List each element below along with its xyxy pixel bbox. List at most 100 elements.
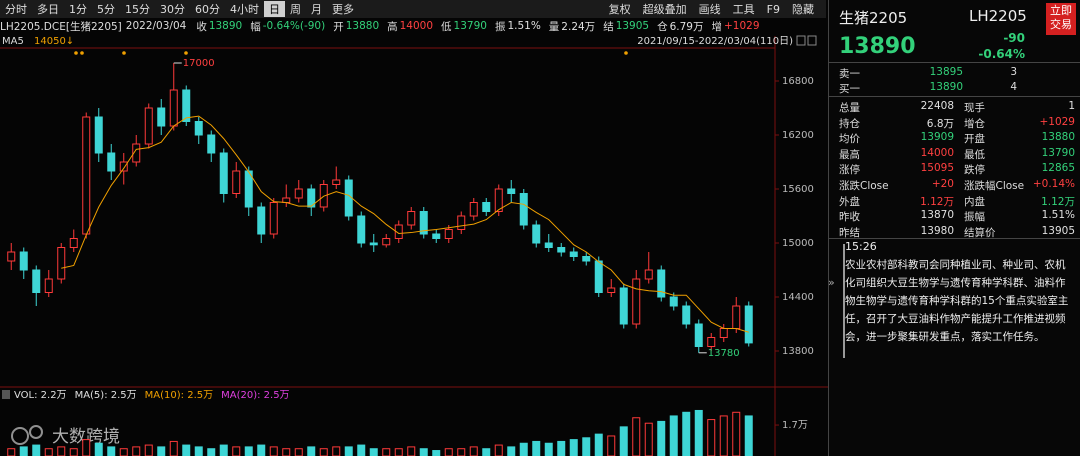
volume-bar (19, 446, 28, 456)
change: -90 (1003, 31, 1025, 45)
period-tab[interactable]: 周 (290, 3, 301, 16)
period-tab[interactable]: 多日 (37, 3, 59, 16)
news-marker (843, 244, 845, 358)
volume-bar (157, 446, 166, 456)
candle-body (57, 247, 66, 280)
volume-bar (469, 446, 478, 456)
candle-body (419, 211, 428, 235)
volume-bar (457, 448, 466, 456)
volume-legend: MA(10): 2.5万 (145, 390, 213, 401)
candle-body (707, 337, 716, 347)
candle-body (44, 278, 53, 293)
quote-value: 15095 (920, 162, 954, 175)
trade-button[interactable]: 立即交易 (1046, 3, 1076, 35)
volume-bar (357, 444, 366, 456)
volume-legend: VOL: 2.2万 (14, 390, 67, 401)
candle-body (169, 89, 178, 127)
quote-label: 最低 (964, 148, 985, 161)
date: 2022/03/04 (125, 20, 187, 32)
book-label: 卖一 (839, 68, 860, 80)
candle-body (294, 188, 303, 199)
volume-bar (632, 417, 641, 456)
ma5-line (61, 115, 749, 333)
info-value: 14000 (399, 20, 434, 32)
volume-bar (719, 415, 728, 456)
volume-bar (169, 440, 178, 456)
candle-body (669, 296, 678, 307)
y-tick-label: 16200 (782, 130, 814, 141)
candle-body (407, 211, 416, 226)
period-tab[interactable]: 月 (311, 3, 322, 16)
info-label: 振 (494, 20, 506, 33)
tool-button[interactable]: 隐藏 (792, 3, 814, 16)
candle-body (332, 179, 341, 185)
quote-value: +0.14% (1032, 178, 1075, 190)
quote-panel: 生猪2205 LH2205 立即交易 13890 -90 -0.64% » 15… (828, 0, 1080, 456)
quote-value: 6.8万 (926, 117, 954, 130)
volume-bar (219, 444, 228, 456)
period-tab[interactable]: 日 (264, 1, 285, 17)
quote-row: 均价 13909 开盘 13880 (837, 131, 1077, 147)
quote-row: 昨收 13870 振幅 1.51% (837, 209, 1077, 225)
y-tick-label: 15600 (782, 184, 814, 195)
quote-label: 涨跌Close (839, 180, 889, 192)
candle-body (719, 328, 728, 338)
collapse-icon[interactable]: » (828, 276, 835, 289)
help-icon[interactable] (2, 390, 10, 399)
volume-bar (244, 446, 253, 456)
volume-bar (544, 442, 553, 456)
quote-label: 增仓 (964, 117, 985, 130)
quote-row: 涨跌Close +20 涨跌幅Close +0.14% (837, 178, 1077, 194)
info-value: 2.24万 (561, 20, 596, 33)
quote-label: 昨结 (839, 226, 860, 239)
quote-label: 外盘 (839, 195, 860, 208)
candle-body (369, 242, 378, 246)
volume-bar (669, 415, 678, 456)
period-tab[interactable]: 更多 (332, 3, 354, 16)
volume-bar (294, 448, 303, 456)
news: 15:26 农业农村部科教司会同种植业司、种业司、农机化司组织大豆生物学与遗传育… (845, 240, 1075, 346)
period-tab[interactable]: 4小时 (230, 3, 259, 16)
volume-bar (344, 446, 353, 456)
info-label: 结 (603, 20, 614, 33)
period-tab[interactable]: 60分 (195, 3, 220, 16)
info-label: 高 (387, 20, 398, 33)
quote-value: 1.12万 (1041, 195, 1075, 208)
candle-body (32, 269, 41, 293)
period-tab[interactable]: 5分 (97, 3, 115, 16)
volume-bar (382, 448, 391, 456)
volume-bar (307, 446, 316, 456)
candle-body (469, 202, 478, 217)
period-tab[interactable]: 1分 (69, 3, 87, 16)
quote-value: 1.12万 (920, 195, 954, 208)
volume-bar (319, 448, 328, 456)
volume-bar (444, 448, 453, 456)
candle-body (7, 251, 16, 262)
candle-body (694, 323, 703, 347)
quote-label: 总量 (839, 102, 860, 114)
tool-button[interactable]: F9 (766, 2, 780, 16)
tool-button[interactable]: 画线 (698, 3, 721, 16)
news-time: 15:26 (845, 240, 877, 253)
volume-bar (519, 442, 528, 456)
tool-button[interactable]: 超级叠加 (642, 3, 687, 16)
ma-name: MA5 (2, 36, 24, 47)
quote-label: 昨收 (839, 211, 860, 224)
period-tab[interactable]: 15分 (125, 3, 150, 16)
tool-button[interactable]: 工具 (732, 3, 755, 16)
volume-bar (657, 420, 666, 456)
instrument-name: 生猪2205 (839, 9, 908, 27)
info-bar: LH2205.DCE[生猪2205] 2022/03/04 收 13890 幅 -0.… (0, 18, 826, 34)
range-button[interactable] (807, 35, 817, 46)
candle-body (19, 251, 28, 271)
candle-body (494, 188, 503, 212)
range-button[interactable] (796, 35, 806, 46)
period-tab[interactable]: 分时 (5, 3, 27, 16)
candle-body (269, 202, 278, 235)
quote-value: +1029 (1039, 115, 1075, 128)
candle-body (219, 152, 228, 194)
tool-button[interactable]: 复权 (608, 3, 631, 16)
quote-label: 开盘 (964, 133, 985, 146)
period-tab[interactable]: 30分 (160, 3, 185, 16)
quote-label: 持仓 (839, 117, 860, 130)
